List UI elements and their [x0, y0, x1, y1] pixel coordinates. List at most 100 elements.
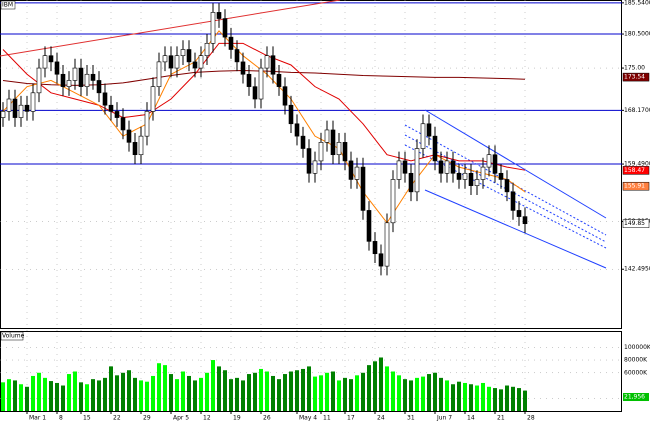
volume-bar	[505, 385, 509, 411]
candle-body	[390, 179, 396, 224]
volume-bar	[385, 366, 389, 411]
volume-tick-label: 80000K	[624, 357, 648, 364]
volume-bar	[331, 371, 335, 411]
candle-body	[150, 86, 156, 112]
x-tick-label: May 4	[299, 415, 317, 422]
price-badge-label: 149.85	[624, 220, 645, 227]
y-tick-label: 159.4900	[624, 161, 650, 168]
candle-body	[420, 123, 426, 149]
candle-body	[462, 172, 468, 180]
volume-bar	[457, 381, 461, 411]
y-tick-label: 175.00	[624, 65, 645, 72]
volume-bar	[271, 375, 275, 411]
volume-bar	[109, 366, 113, 411]
x-tick-label: 24	[377, 415, 385, 422]
candle-body	[282, 86, 288, 106]
candle-body	[180, 49, 186, 56]
volume-bar	[361, 372, 365, 411]
volume-bar	[265, 371, 269, 411]
candle-body	[354, 166, 360, 180]
volume-bar	[79, 382, 83, 411]
volume-bar	[343, 377, 347, 411]
candle-body	[432, 135, 438, 162]
candle-body	[126, 129, 132, 143]
candle-body	[468, 172, 474, 186]
x-tick-label: 14	[467, 415, 475, 422]
volume-bar	[61, 385, 65, 411]
price-badge-label: 158.47	[624, 167, 645, 174]
volume-bar	[517, 388, 521, 411]
candle-body	[222, 18, 228, 38]
candle-body	[342, 142, 348, 162]
price-badge-label: 173.54	[624, 74, 645, 81]
candle-body	[84, 73, 90, 87]
x-tick-label: 21	[497, 415, 505, 422]
volume-bar	[103, 377, 107, 411]
volume-bar	[121, 372, 125, 411]
symbol: IBM	[2, 2, 13, 9]
candle-body	[198, 55, 204, 69]
candle-body	[378, 253, 384, 267]
candle-body	[114, 111, 120, 118]
candle-body	[90, 73, 96, 81]
volume-bar	[319, 375, 323, 411]
candle-body	[276, 73, 282, 87]
candle-body	[402, 160, 408, 174]
candle-body	[228, 36, 234, 50]
volume-badge	[623, 393, 649, 402]
candle-body	[474, 179, 480, 186]
x-tick-label: 26	[263, 415, 271, 422]
volume-bar	[307, 366, 311, 411]
x-tick-label: Jun 7	[436, 415, 452, 422]
channel-line	[424, 109, 607, 219]
candle-body	[192, 61, 198, 69]
candle-body	[246, 73, 252, 87]
candle-body	[294, 123, 300, 137]
candle-body	[162, 55, 168, 63]
channel-line	[424, 189, 607, 269]
candle-body	[0, 111, 6, 118]
volume-bar	[325, 372, 329, 411]
volume-bar	[73, 371, 77, 411]
volume-bar	[283, 374, 287, 411]
price-badge	[622, 181, 650, 191]
symbol-box	[0, 0, 16, 10]
volume-bar	[223, 370, 227, 411]
candle-body	[30, 92, 36, 112]
volume-bar	[235, 377, 239, 411]
volume-bar	[187, 375, 191, 411]
candle-body	[300, 135, 306, 149]
candle-body	[366, 210, 372, 242]
candle-body	[396, 160, 402, 180]
candle-body	[522, 216, 528, 225]
volume-bar	[43, 377, 47, 411]
volume-bar	[373, 361, 377, 411]
volume-bar	[181, 371, 185, 411]
volume-bar	[133, 377, 137, 411]
candle-body	[78, 67, 84, 87]
volume-bar	[31, 375, 35, 411]
volume-bar	[391, 371, 395, 411]
candle-body	[258, 67, 264, 100]
x-tick-label: 15	[83, 415, 91, 422]
candle-body	[480, 166, 486, 180]
volume-bar	[499, 389, 503, 411]
volume-bar	[433, 372, 437, 411]
volume-bar	[169, 374, 173, 411]
candle-body	[444, 160, 450, 174]
volume-tick-label: 100000K	[624, 344, 650, 351]
candle-body	[360, 166, 366, 211]
x-tick-label: 19	[233, 415, 241, 422]
price-badge	[622, 72, 650, 82]
volume-bar	[115, 375, 119, 411]
candle-body	[60, 73, 66, 87]
x-tick-label: 29	[143, 415, 151, 422]
candle-body	[132, 142, 138, 156]
volume-bar	[19, 384, 23, 411]
x-tick-label: 12	[203, 415, 211, 422]
candle-body	[264, 55, 270, 69]
candle-body	[312, 160, 318, 174]
volume-title-box	[0, 331, 24, 341]
